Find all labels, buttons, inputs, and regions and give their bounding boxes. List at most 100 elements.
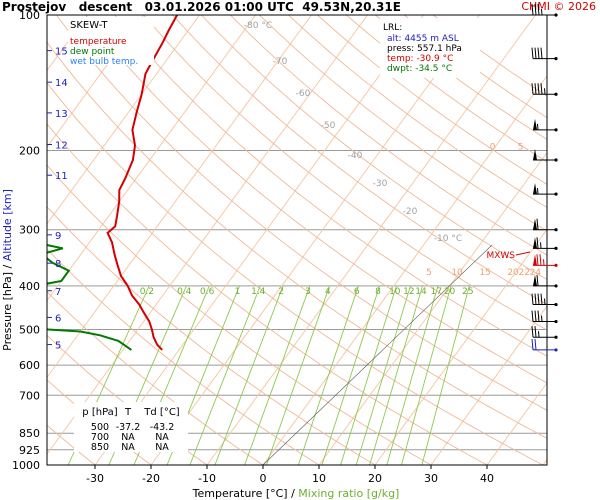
legend-item: wet bulb temp. (70, 57, 138, 67)
isotherm-line (206, 15, 536, 465)
mixing-ratio-line (369, 285, 423, 465)
temperature-tick-label: 30 (424, 472, 438, 485)
temperature-tick-label: 20 (368, 472, 382, 485)
temperature-tick-label: 0 (260, 472, 267, 485)
isotherm-line (47, 15, 256, 302)
table-cell: NA (121, 442, 135, 453)
isotherm-line (47, 15, 200, 225)
mixing-ratio-label: 3 (305, 287, 311, 297)
lrl-alt: alt: 4455 m ASL (387, 34, 459, 44)
isotherm-label: 0 (490, 142, 496, 152)
wind-barb-flag (534, 338, 537, 350)
temperature-axis-label: Temperature [°C] (192, 487, 291, 500)
mxws-label: MXWS (486, 251, 515, 261)
mixing-ratio-label: 1 (235, 287, 241, 297)
dry-adiabat-line (230, 15, 547, 256)
temperature-tick-label: -20 (142, 472, 160, 485)
wind-barb (533, 218, 558, 232)
wind-barb (531, 293, 558, 307)
wind-barb-flag (531, 310, 534, 322)
wind-barb-flag (540, 83, 543, 95)
mixing-ratio-axis-label: Mixing ratio [g/kg] (298, 487, 399, 500)
mixing-ratio-line (401, 285, 452, 465)
dry-adiabat-label: -10 °C (434, 234, 462, 244)
wind-barb (531, 326, 558, 339)
mixing-ratio-label: 8 (375, 287, 381, 297)
wind-barb-station-dot (554, 246, 558, 250)
mixing-ratio-line (244, 285, 311, 465)
wind-barb-half-flag (541, 315, 543, 322)
altitude-tick-label: 13 (55, 109, 68, 120)
isotherm-label: 20 (507, 268, 519, 278)
altitude-tick-label: 7 (55, 287, 61, 298)
isotherm-line (542, 458, 547, 465)
wind-barb (533, 274, 558, 288)
wind-barb-flag (540, 293, 543, 305)
isotherm-line (47, 15, 312, 379)
wind-barb-pennant (533, 237, 537, 249)
pressure-axis-label: Pressure [hPa] / (1, 261, 14, 351)
temperature-tick-label: -10 (198, 472, 216, 485)
pressure-tick-label: 500 (19, 324, 40, 337)
wind-barb-station-dot (554, 284, 558, 288)
lrl-dwpt: dwpt: -34.5 °C (387, 64, 452, 74)
mixing-ratio-label: 25 (462, 287, 473, 297)
wind-barb-flag (531, 338, 534, 350)
table-cell: 700 (91, 432, 109, 443)
isotherm-line (486, 381, 547, 465)
y-axis-label: Pressure [hPa] / Altitude [km] (1, 189, 14, 351)
altitude-tick-label: 11 (55, 171, 68, 182)
temperature-curve (106, 15, 178, 351)
dry-adiabat-label: -30 (373, 179, 388, 189)
wind-barb-half-flag (543, 259, 545, 266)
temperature-tick-label: 40 (480, 472, 494, 485)
table-header: T (124, 407, 132, 418)
legend-item: temperature (70, 37, 127, 47)
wind-barb-pennant (533, 183, 537, 195)
wind-barb (531, 3, 558, 17)
mixing-ratio-line (189, 285, 261, 465)
wind-barb-station-dot (554, 92, 558, 96)
mixing-ratio-line (355, 285, 411, 465)
mixing-ratio-label: 14 (415, 287, 427, 297)
legend-item: dew point (70, 47, 115, 57)
wind-barb-flag (531, 293, 534, 305)
wind-barb-flag (537, 3, 540, 16)
wind-barb-pennant (533, 148, 537, 160)
dry-adiabat-line (47, 248, 320, 465)
pressure-tick-label: 300 (19, 224, 40, 237)
wind-barb-flag (537, 47, 540, 59)
isotherm-label: 10 (451, 268, 463, 278)
station-coords: 49.53N,20.31E (302, 0, 401, 14)
wind-barb-flag (540, 47, 543, 59)
dry-adiabat-label: -40 (348, 151, 363, 161)
wind-barb-flag (531, 326, 534, 338)
wind-barb-half-flag (544, 88, 546, 95)
wind-barb-flag (534, 310, 537, 322)
wind-barb (533, 148, 558, 162)
wind-barb (531, 310, 558, 324)
plot-frame (46, 14, 548, 466)
isotherm-label: 5 (426, 268, 432, 278)
wind-barb-half-flag (537, 123, 539, 130)
dry-adiabat-label: -80 °C (244, 21, 272, 31)
pressure-tick-label: 925 (19, 444, 40, 457)
data-table-box (74, 402, 188, 452)
wind-barb-station-dot (554, 302, 558, 307)
legend-box (68, 17, 154, 65)
wind-barb-half-flag (540, 242, 542, 249)
wind-barb-station-dot (554, 335, 558, 339)
dry-adiabat-line (47, 291, 264, 465)
dry-adiabat-label: -60 (296, 89, 311, 99)
legend-title: SKEW-T (70, 20, 108, 31)
table-header: p [hPa] (82, 407, 117, 418)
wind-barb-flag (531, 3, 534, 16)
isotherm-line (150, 15, 480, 465)
station-name: Prostejov (2, 0, 67, 14)
sounding-mode: descent (78, 0, 133, 14)
pressure-tick-label: 200 (19, 144, 40, 157)
table-cell: 850 (91, 442, 109, 453)
mixing-ratio-label: 17 (431, 287, 442, 297)
wind-barb-flag (534, 326, 537, 338)
table-cell: 500 (91, 422, 109, 433)
